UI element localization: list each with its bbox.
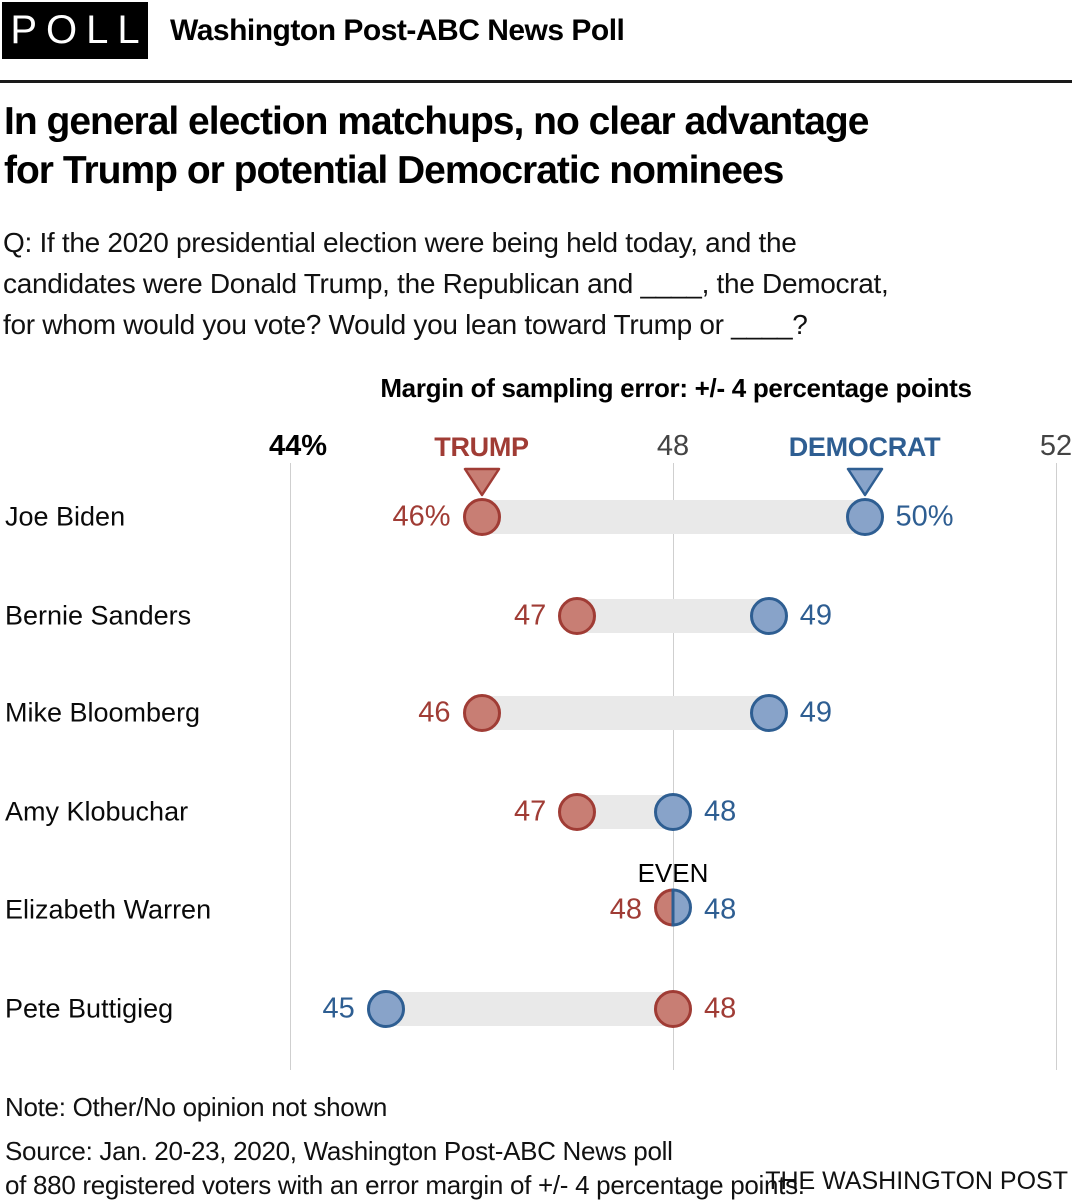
axis-gridline xyxy=(673,463,674,1070)
connector-bar xyxy=(385,992,673,1026)
democrat-dot xyxy=(366,990,405,1028)
candidate-name: Elizabeth Warren xyxy=(5,894,212,925)
question-line-3: for whom would you vote? Would you lean … xyxy=(3,309,808,340)
source-line-1: Source: Jan. 20-23, 2020, Washington Pos… xyxy=(5,1136,673,1166)
trump-value-label: 47 xyxy=(513,795,547,828)
dumbbell-chart: 44% 48 52 TRUMP DEMOCRAT Joe Biden 46% 50% Berni… xyxy=(0,430,1072,1075)
question-line-1: Q: If the 2020 presidential election wer… xyxy=(3,227,797,258)
candidate-name: Amy Klobuchar xyxy=(5,796,189,827)
headline-line-2: for Trump or potential Democratic nomine… xyxy=(4,149,784,192)
democrat-value-label: 48 xyxy=(704,795,737,828)
trump-dot xyxy=(462,694,501,732)
candidate-name: Mike Bloomberg xyxy=(5,697,201,728)
source-text: Source: Jan. 20-23, 2020, Washington Pos… xyxy=(5,1134,805,1200)
question-line-2: candidates were Donald Trump, the Republ… xyxy=(3,268,889,299)
split-dot xyxy=(653,888,693,933)
connector-bar xyxy=(481,500,865,534)
washington-post-wordmark: THE WASHINGTON POST xyxy=(765,1167,1068,1195)
candidate-name: Pete Buttigieg xyxy=(5,993,174,1024)
footnote: Note: Other/No opinion not shown xyxy=(5,1092,388,1122)
democrat-value-label: 49 xyxy=(799,599,833,632)
democrat-dot xyxy=(749,694,788,732)
headline: In general election matchups, no clear a… xyxy=(4,97,1044,195)
header-divider xyxy=(0,80,1072,83)
headline-line-1: In general election matchups, no clear a… xyxy=(4,100,869,143)
axis-tick-label: 52 xyxy=(1039,430,1072,462)
democrat-dot xyxy=(654,793,692,831)
poll-question: Q: If the 2020 presidential election wer… xyxy=(3,222,1053,345)
trump-value-label: 46% xyxy=(392,500,451,533)
axis-tick-label: 44% xyxy=(268,430,328,462)
margin-of-error-note: Margin of sampling error: +/- 4 percenta… xyxy=(380,373,972,403)
poll-badge: POLL xyxy=(2,2,148,59)
democrat-value-label: 49 xyxy=(799,696,833,729)
page-title: Washington Post-ABC News Poll xyxy=(170,14,625,47)
trump-column-header: TRUMP xyxy=(434,432,529,462)
source-line-2: of 880 registered voters with an error m… xyxy=(5,1170,805,1200)
trump-dot xyxy=(654,990,692,1028)
trump-dot xyxy=(558,793,597,831)
trump-value-label: 48 xyxy=(704,992,737,1025)
democrat-dot xyxy=(749,597,788,635)
axis-gridline xyxy=(1056,463,1057,1070)
candidate-name: Bernie Sanders xyxy=(5,600,192,631)
trump-value-label: 47 xyxy=(513,599,547,632)
trump-dot xyxy=(558,597,597,635)
poll-badge-label: POLL xyxy=(10,8,149,52)
democrat-column-header: DEMOCRAT xyxy=(788,432,941,462)
connector-bar xyxy=(577,599,769,633)
trump-pointer-icon xyxy=(462,466,502,503)
axis-gridline xyxy=(290,463,291,1070)
axis-tick-label: 48 xyxy=(656,430,690,462)
candidate-name: Joe Biden xyxy=(5,501,126,532)
trump-dot xyxy=(462,498,501,536)
even-annotation: EVEN xyxy=(637,858,709,888)
connector-bar xyxy=(481,696,769,730)
democrat-dot xyxy=(845,498,884,536)
democrat-value-label: 50% xyxy=(895,500,954,533)
trump-value-label: 46 xyxy=(418,696,451,729)
trump-value-label: 48 xyxy=(609,893,642,926)
democrat-value-label: 48 xyxy=(704,893,737,926)
democrat-pointer-icon xyxy=(845,466,885,503)
democrat-value-label: 45 xyxy=(322,992,355,1025)
